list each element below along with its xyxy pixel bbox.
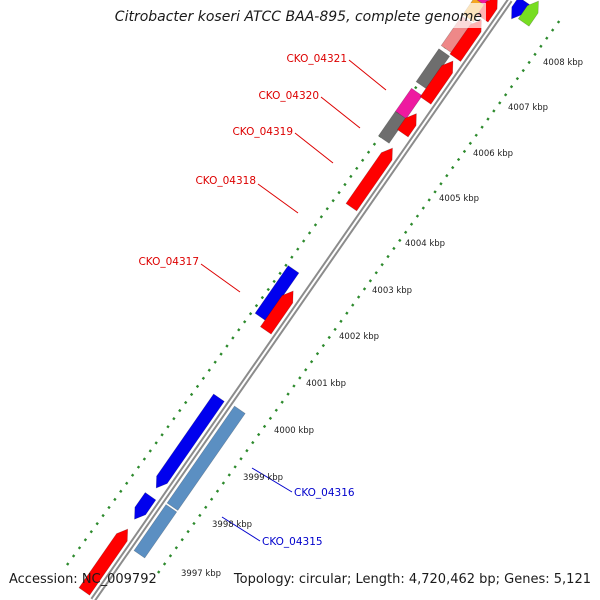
cds-cko-04315[interactable] [133, 504, 178, 559]
cds-blue-lower[interactable] [134, 492, 157, 520]
feature-track [78, 0, 539, 596]
leader-cko-04319 [294, 132, 334, 164]
gc-track-inner [157, 19, 561, 574]
cds-bottom-left[interactable] [78, 528, 129, 596]
gene-label-cko-04321[interactable]: CKO_04321 [286, 53, 347, 65]
gene-label-cko-04317[interactable]: CKO_04317 [138, 256, 199, 268]
cds-cko-04316[interactable] [166, 405, 246, 511]
gene-label-cko-04318[interactable]: CKO_04318 [195, 175, 256, 187]
tick-label-3999: 3999 kbp [243, 473, 283, 483]
gene-label-cko-04320[interactable]: CKO_04320 [258, 90, 319, 102]
leader-cko-04317 [200, 263, 241, 293]
gc-track [66, 19, 561, 574]
cds-cko-04319[interactable] [395, 87, 423, 120]
tick-label-4005: 4005 kbp [439, 194, 479, 204]
backbone-highlight [92, 0, 511, 600]
cds-cko-04318[interactable] [345, 147, 393, 212]
cds-fwd-c[interactable] [419, 60, 454, 105]
cds-fwd-b[interactable] [396, 113, 417, 138]
cds-top-green[interactable] [517, 0, 539, 27]
topology-summary: Topology: circular; Length: 4,720,462 bp… [233, 572, 591, 587]
leader-cko-04320 [320, 96, 361, 129]
tick-label-4000: 4000 kbp [274, 426, 314, 436]
tick-label-4003: 4003 kbp [372, 286, 412, 296]
leader-cko-04318 [257, 183, 299, 214]
accession-text: Accession: NC_009792 [9, 572, 157, 587]
map-title: Citrobacter koseri ATCC BAA-895, complet… [115, 9, 482, 25]
gene-label-cko-04316[interactable]: CKO_04316 [294, 487, 355, 499]
tick-label-3997: 3997 kbp [181, 569, 221, 579]
gene-label-cko-04319[interactable]: CKO_04319 [232, 126, 293, 138]
cds-cko-04317[interactable] [254, 265, 300, 322]
gene-labels: CKO_04321 CKO_04320 CKO_04319 CKO_04318 … [138, 53, 354, 548]
tick-label-4001: 4001 kbp [306, 379, 346, 389]
tick-label-4006: 4006 kbp [473, 149, 513, 159]
leader-cko-04315 [221, 516, 261, 542]
tick-label-4007: 4007 kbp [508, 103, 548, 113]
leader-cko-04321 [348, 59, 387, 91]
tick-label-3998: 3998 kbp [212, 520, 252, 530]
leader-cko-04316 [251, 467, 293, 493]
backbone [90, 0, 513, 600]
tick-label-4008: 4008 kbp [543, 58, 583, 68]
label-leaders [200, 59, 387, 542]
cds-blue-long[interactable] [155, 393, 225, 489]
cds-fwd-a[interactable] [259, 290, 294, 335]
title-backdrop [112, 3, 486, 28]
tick-label-4002: 4002 kbp [339, 332, 379, 342]
tick-label-4004: 4004 kbp [405, 239, 445, 249]
gene-label-cko-04315[interactable]: CKO_04315 [262, 536, 323, 548]
tick-labels: 3997 kbp 3998 kbp 3999 kbp 4000 kbp 4001… [181, 58, 583, 579]
